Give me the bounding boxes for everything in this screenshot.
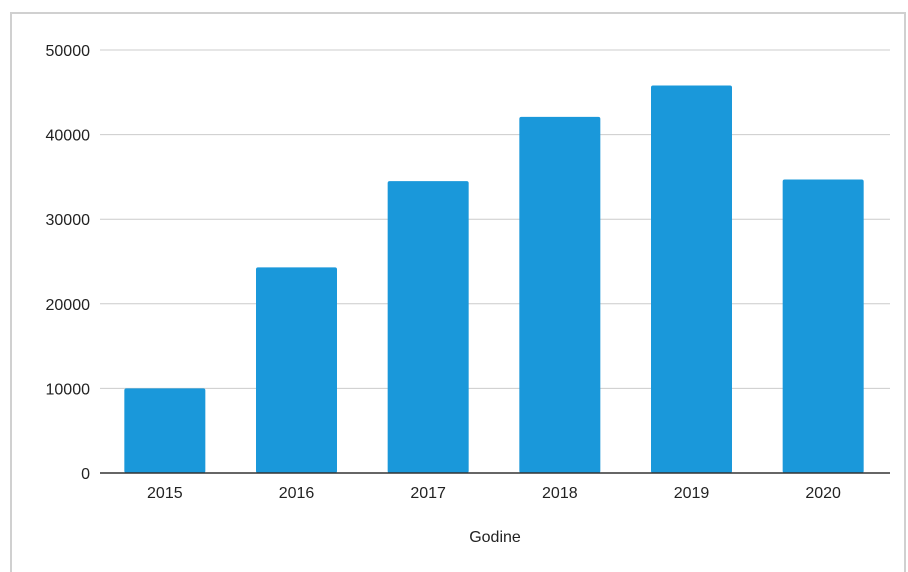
x-axis-title: Godine (469, 529, 521, 546)
y-tick-label-50000: 50000 (46, 43, 91, 60)
bars (124, 85, 864, 474)
bar-2019 (651, 85, 732, 474)
x-tick-label-2020: 2020 (805, 485, 841, 502)
y-tick-label-20000: 20000 (46, 297, 91, 314)
bar-2020 (782, 179, 864, 474)
x-tick-labels: 2015 2016 2017 2018 2019 2020 (147, 485, 841, 502)
bar-2017 (387, 181, 469, 473)
y-tick-label-30000: 30000 (46, 212, 91, 229)
y-tick-label-10000: 10000 (46, 381, 91, 398)
x-tick-label-2019: 2019 (674, 485, 710, 502)
bar-2018 (519, 116, 601, 474)
x-tick-label-2018: 2018 (542, 485, 578, 502)
y-tick-labels: 0 10000 20000 30000 40000 50000 (46, 43, 91, 483)
chart-frame (10, 12, 906, 572)
bar-2015 (124, 388, 206, 473)
x-tick-label-2017: 2017 (410, 485, 446, 502)
gridlines (100, 49, 890, 389)
x-tick-label-2015: 2015 (147, 485, 183, 502)
bar-2016 (256, 267, 337, 473)
y-tick-label-40000: 40000 (46, 128, 91, 145)
y-tick-label-0: 0 (81, 466, 90, 483)
x-tick-label-2016: 2016 (279, 485, 315, 502)
